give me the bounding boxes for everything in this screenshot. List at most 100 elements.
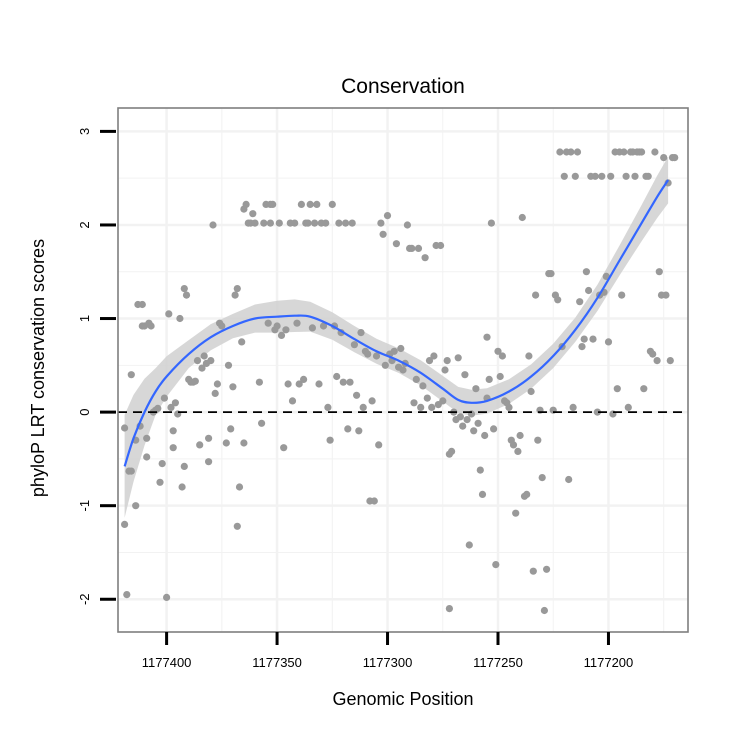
data-point [456, 413, 464, 421]
data-point [224, 361, 233, 369]
data-point [255, 378, 263, 386]
data-point [213, 380, 221, 388]
data-point [423, 394, 431, 402]
data-point [487, 219, 495, 227]
data-point [275, 219, 283, 227]
data-point [249, 210, 257, 218]
data-point [273, 322, 281, 330]
panel-border [117, 107, 689, 633]
data-point [655, 268, 663, 276]
y-tick-label: 3 [77, 128, 92, 135]
data-point [430, 352, 438, 360]
data-point [313, 200, 321, 208]
data-point [540, 606, 549, 615]
data-point [121, 424, 129, 432]
data-point [607, 172, 615, 180]
data-point [127, 467, 135, 475]
data-point [494, 347, 502, 355]
data-point [295, 380, 303, 388]
data-point [370, 497, 378, 505]
data-point [585, 286, 593, 295]
data-point [156, 478, 164, 486]
data-point [660, 154, 668, 162]
data-point [264, 319, 272, 327]
data-point [496, 372, 504, 381]
data-point [425, 357, 434, 365]
data-point [344, 425, 352, 433]
x-axis-label: Genomic Position [332, 689, 473, 709]
data-point [439, 397, 447, 405]
data-point [147, 322, 155, 330]
data-point [368, 397, 376, 405]
data-point [171, 399, 179, 407]
data-point [441, 366, 449, 374]
data-point [571, 172, 579, 180]
data-point [288, 397, 297, 405]
data-point [280, 444, 288, 452]
data-point [666, 357, 674, 365]
data-point [372, 352, 381, 360]
data-point [454, 354, 462, 362]
data-point [377, 219, 385, 227]
data-point [445, 605, 453, 613]
data-point [578, 343, 586, 351]
data-point [154, 404, 162, 412]
data-point [222, 439, 230, 447]
data-point [132, 502, 140, 510]
data-point [397, 344, 405, 353]
data-point [490, 425, 498, 433]
data-point [509, 441, 518, 449]
data-point [277, 331, 286, 339]
data-point [624, 403, 632, 411]
data-point [121, 520, 129, 529]
data-point [227, 425, 235, 433]
y-tick-label: 1 [77, 315, 92, 322]
data-point [300, 375, 308, 383]
data-point [169, 427, 177, 435]
confidence-ribbon [124, 156, 669, 518]
data-point [481, 431, 489, 440]
data-point [260, 219, 268, 227]
data-point [229, 383, 237, 391]
data-point [408, 244, 416, 252]
data-point [622, 172, 630, 180]
data-point [543, 565, 551, 573]
data-point [324, 403, 332, 411]
x-tick-label: 1177200 [584, 655, 634, 670]
data-point [240, 439, 248, 447]
data-point [218, 322, 226, 330]
data-point [297, 200, 305, 208]
x-tick-label: 1177350 [252, 655, 302, 670]
grid-lines [118, 108, 688, 632]
data-point [350, 341, 358, 349]
data-point [375, 441, 383, 449]
y-tick-label: 0 [77, 408, 92, 415]
data-point [492, 561, 500, 569]
data-point [569, 403, 577, 411]
data-point [235, 483, 244, 491]
smooth-line-layer [123, 179, 670, 467]
data-point [554, 296, 562, 304]
data-point [390, 347, 398, 355]
data-point [662, 291, 670, 299]
data-point [582, 268, 591, 276]
data-point [167, 403, 175, 411]
data-point [576, 298, 584, 306]
data-point [306, 200, 314, 208]
data-point [333, 372, 341, 381]
data-point [591, 172, 599, 180]
data-point [231, 291, 239, 299]
data-point [193, 357, 202, 365]
data-point [182, 291, 191, 299]
data-point [476, 466, 484, 474]
data-point [165, 310, 173, 318]
data-point [638, 148, 646, 156]
data-point [589, 335, 597, 343]
data-point [143, 434, 151, 442]
data-point [211, 389, 219, 397]
data-point [618, 291, 626, 299]
data-point [538, 474, 546, 482]
data-point [653, 357, 661, 365]
data-point [304, 219, 312, 227]
data-point [383, 212, 392, 220]
